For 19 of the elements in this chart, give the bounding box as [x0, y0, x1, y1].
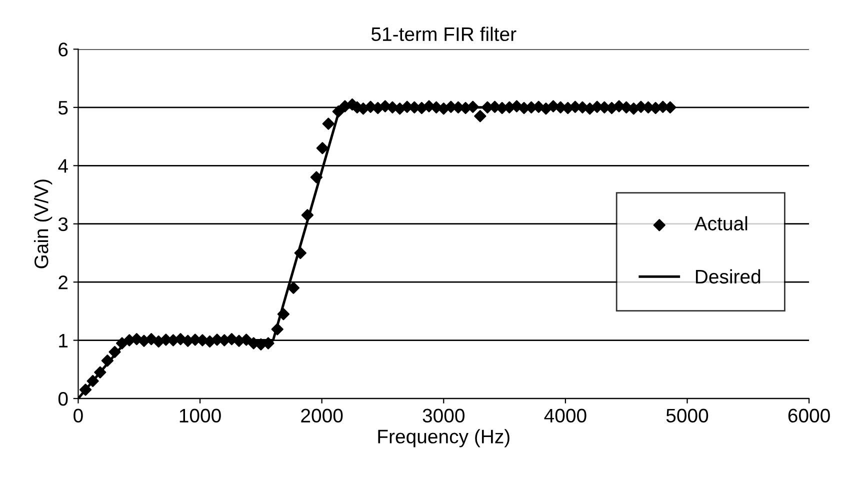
chart-title: 51-term FIR filter — [371, 26, 516, 42]
y-axis-title: Gain (V/V) — [34, 180, 52, 268]
x-tick-label: 5000 — [666, 408, 708, 423]
x-tick-label: 2000 — [301, 408, 343, 423]
legend-label: Actual — [694, 216, 748, 230]
y-tick-label: 1 — [59, 334, 68, 348]
x-axis-title: Frequency (Hz) — [378, 429, 510, 448]
y-tick-label: 3 — [58, 217, 68, 232]
x-tick-label: 3000 — [422, 408, 464, 423]
y-tick-label: 6 — [58, 42, 68, 56]
y-tick-label: 0 — [58, 392, 68, 406]
x-tick-label: 4000 — [544, 408, 586, 423]
y-tick-label: 4 — [58, 159, 68, 173]
x-tick-label: 0 — [74, 408, 83, 423]
y-tick-label: 2 — [58, 276, 68, 290]
y-tick-label: 5 — [58, 101, 68, 115]
x-tick-label: 6000 — [788, 408, 830, 423]
x-tick-label: 1000 — [180, 408, 221, 423]
legend-label: Desired — [696, 269, 760, 284]
